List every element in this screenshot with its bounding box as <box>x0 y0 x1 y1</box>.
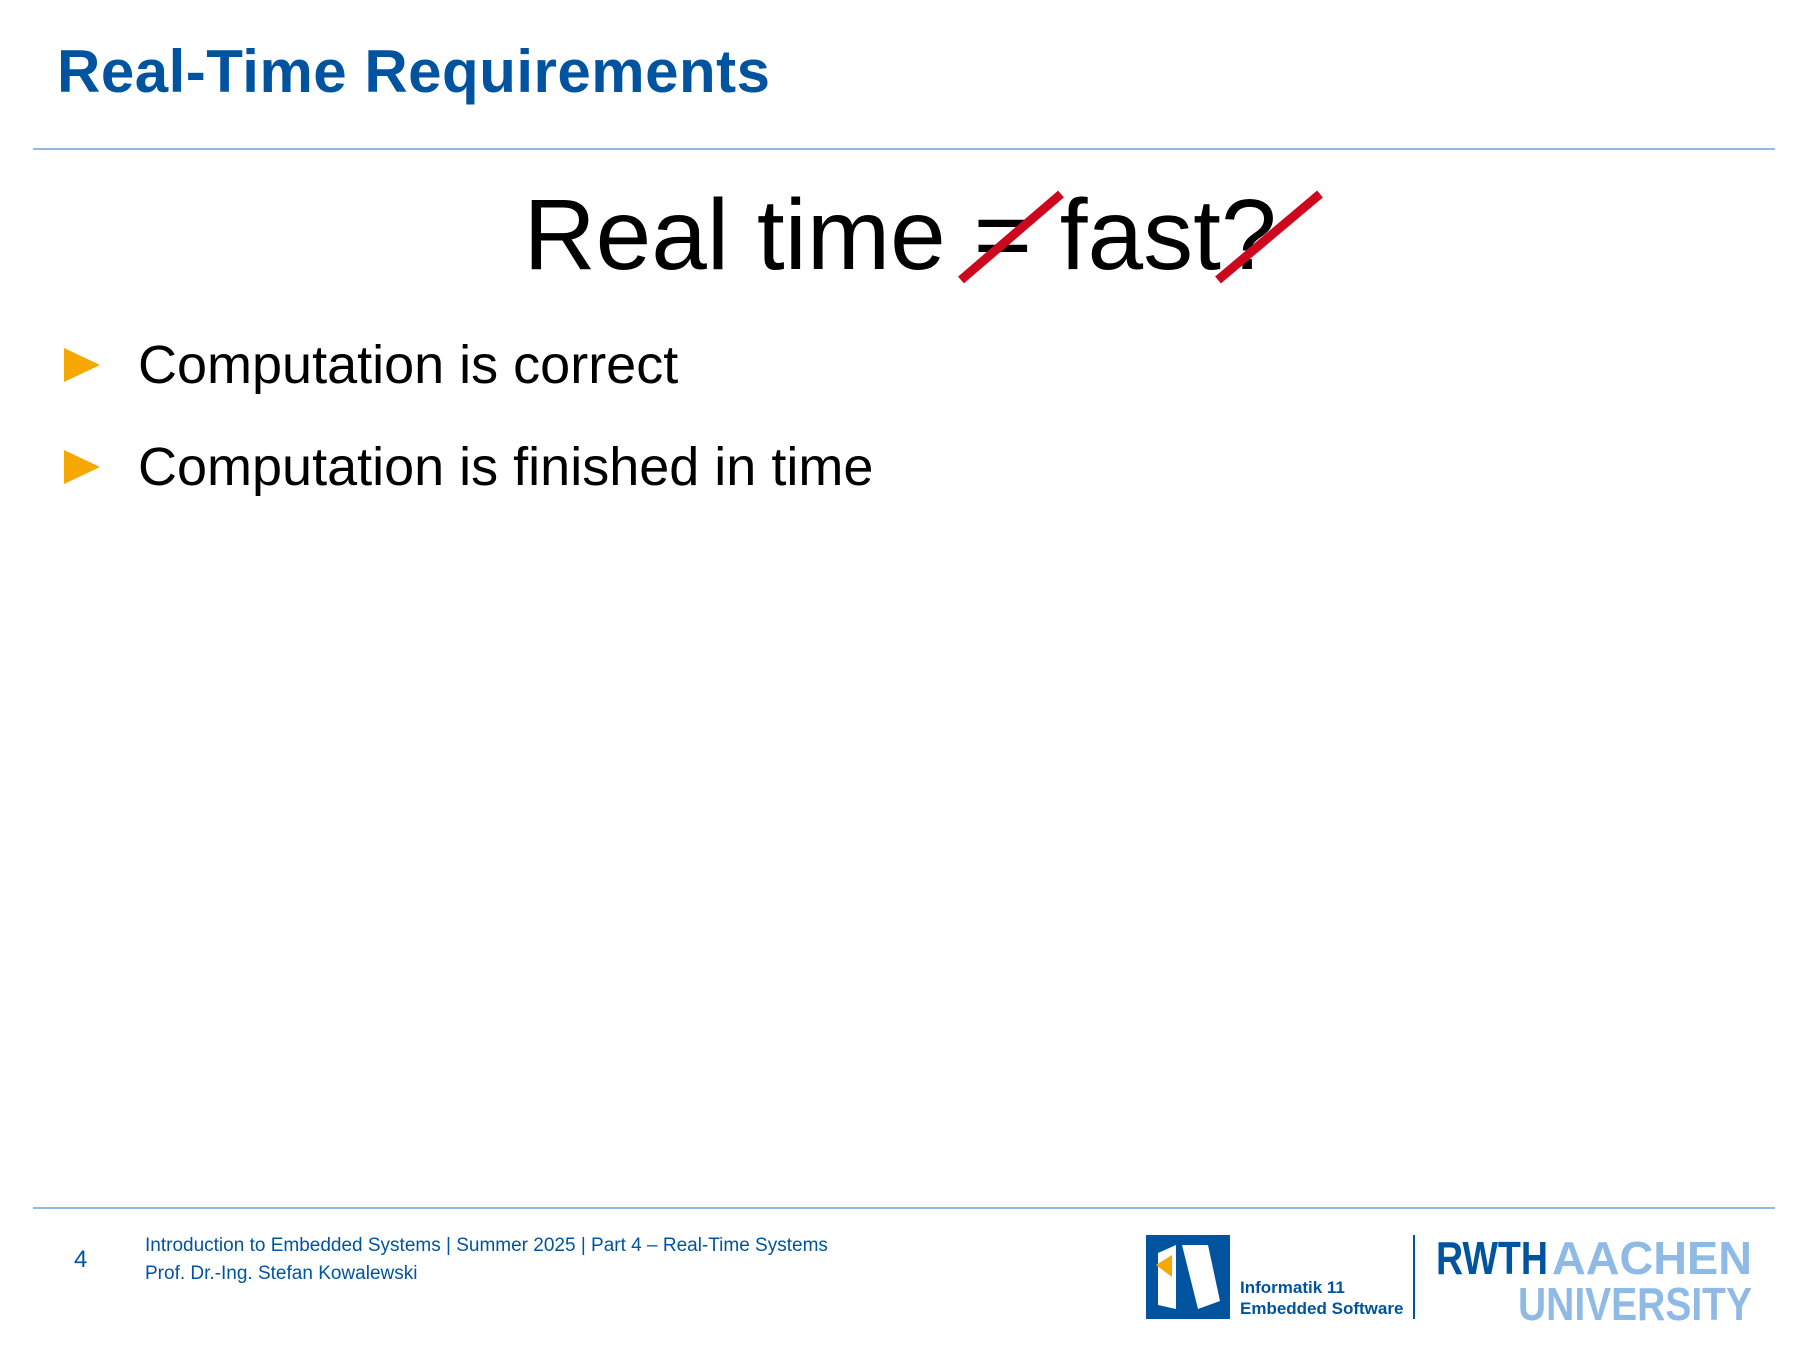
bullet-text: Computation is finished in time <box>138 437 874 497</box>
page-number: 4 <box>74 1246 88 1273</box>
headline: Real time = fast? <box>523 179 1277 291</box>
strike-through-equals <box>958 190 1064 284</box>
university-wordmark: UNIVERSITY <box>1518 1278 1752 1324</box>
slide-title: Real-Time Requirements <box>57 38 771 105</box>
list-item: Computation is finished in time <box>60 432 873 502</box>
footer-divider <box>33 1207 1775 1209</box>
aachen-wordmark: AACHEN <box>1552 1232 1752 1284</box>
chair-line-1: Informatik 11 <box>1240 1278 1345 1297</box>
informatik-11-logo-icon <box>1146 1235 1230 1319</box>
chair-line-2: Embedded Software <box>1240 1299 1404 1318</box>
logo-divider <box>1413 1235 1415 1319</box>
list-item: Computation is correct <box>60 330 873 400</box>
bullet-text: Computation is correct <box>138 335 679 395</box>
header-divider <box>33 148 1775 150</box>
rwth-aachen-university-logo: RWTH AACHEN UNIVERSITY <box>1436 1232 1752 1324</box>
triangle-bullet-icon <box>64 450 100 484</box>
chair-label: Informatik 11 Embedded Software <box>1240 1277 1403 1319</box>
author-line: Prof. Dr.-Ing. Stefan Kowalewski <box>145 1263 418 1284</box>
footer-text: Introduction to Embedded Systems | Summe… <box>145 1232 828 1288</box>
triangle-bullet-icon <box>64 348 100 382</box>
rwth-wordmark: RWTH <box>1436 1232 1548 1284</box>
strike-through-question-mark <box>1215 190 1323 284</box>
bullet-list: Computation is correct Computation is fi… <box>60 330 873 534</box>
course-line: Introduction to Embedded Systems | Summe… <box>145 1235 828 1256</box>
